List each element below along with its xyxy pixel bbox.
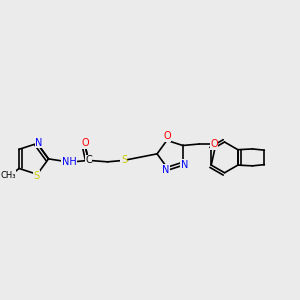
Text: O: O [163, 131, 171, 142]
Text: N: N [35, 137, 42, 148]
Text: NH: NH [61, 158, 76, 167]
Text: N: N [162, 165, 169, 175]
Text: O: O [210, 139, 218, 149]
Text: O: O [82, 139, 89, 148]
Text: C: C [85, 155, 92, 165]
Text: N: N [181, 160, 188, 170]
Text: S: S [33, 171, 39, 181]
Text: S: S [121, 155, 127, 165]
Text: CH₃: CH₃ [0, 171, 16, 180]
